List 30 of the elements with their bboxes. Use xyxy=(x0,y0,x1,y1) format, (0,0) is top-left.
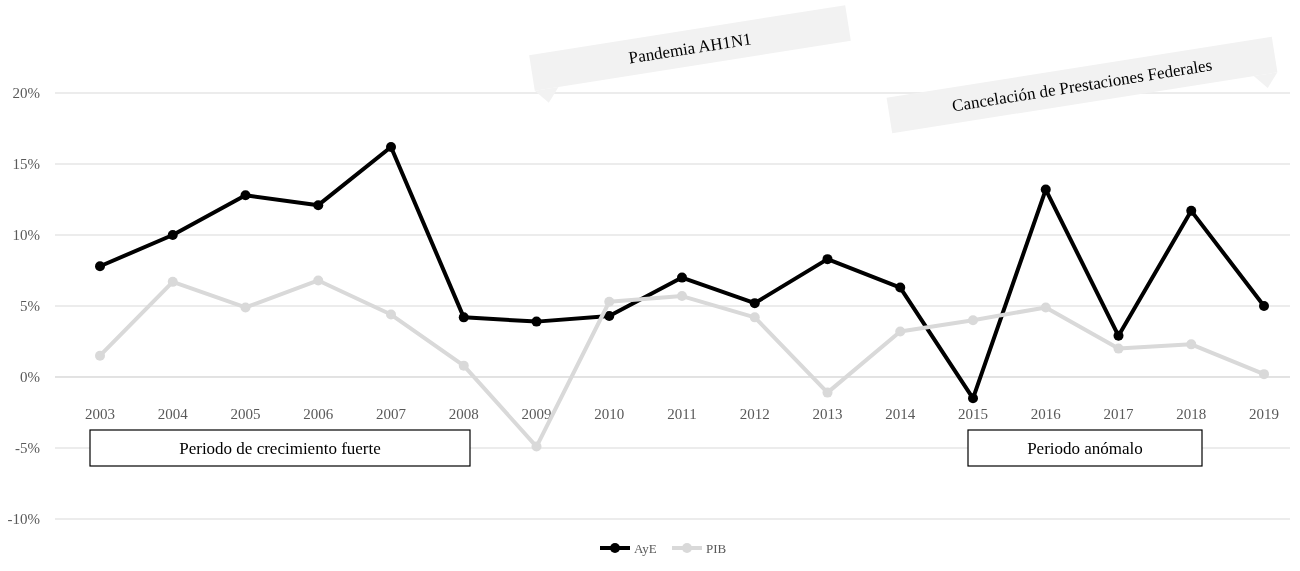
x-tick-label: 2009 xyxy=(521,406,552,422)
legend-label: PIB xyxy=(706,540,727,556)
y-tick-label: 10% xyxy=(12,227,40,244)
y-tick-label: 0% xyxy=(20,369,40,386)
annotation: Periodo de crecimiento fuerte xyxy=(179,438,381,458)
x-tick-label: 2015 xyxy=(958,406,988,422)
x-tick-label: 2005 xyxy=(230,406,261,422)
y-tick-label: 5% xyxy=(20,298,40,315)
x-tick-label: 2017 xyxy=(1103,406,1134,422)
y-tick-label: -5% xyxy=(15,440,40,457)
x-tick-label: 2016 xyxy=(1030,406,1062,422)
x-tick-label: 2006 xyxy=(303,406,334,422)
x-tick-label: 2014 xyxy=(885,406,916,422)
x-tick-label: 2010 xyxy=(594,406,625,422)
x-tick-label: 2019 xyxy=(1249,406,1279,422)
x-tick-label: 2008 xyxy=(448,406,479,422)
x-tick-label: 2003 xyxy=(85,406,115,422)
legend-label: AyE xyxy=(634,540,657,556)
callout-arrow: Cancelación de Prestaciones Federales xyxy=(886,36,1278,134)
x-tick-label: 2013 xyxy=(812,406,843,422)
x-tick-label: 2007 xyxy=(376,406,407,422)
x-tick-label: 2012 xyxy=(739,406,770,422)
y-tick-label: 20% xyxy=(12,85,40,102)
x-tick-label: 2004 xyxy=(157,406,189,422)
y-tick-label: 15% xyxy=(12,156,40,173)
annotation: Cancelación de Prestaciones Federales xyxy=(950,55,1214,116)
x-tick-label: 2011 xyxy=(667,406,697,422)
x-tick-label: 2018 xyxy=(1176,406,1207,422)
y-tick-label: -10% xyxy=(7,511,40,528)
annotation: Periodo anómalo xyxy=(1027,438,1143,458)
